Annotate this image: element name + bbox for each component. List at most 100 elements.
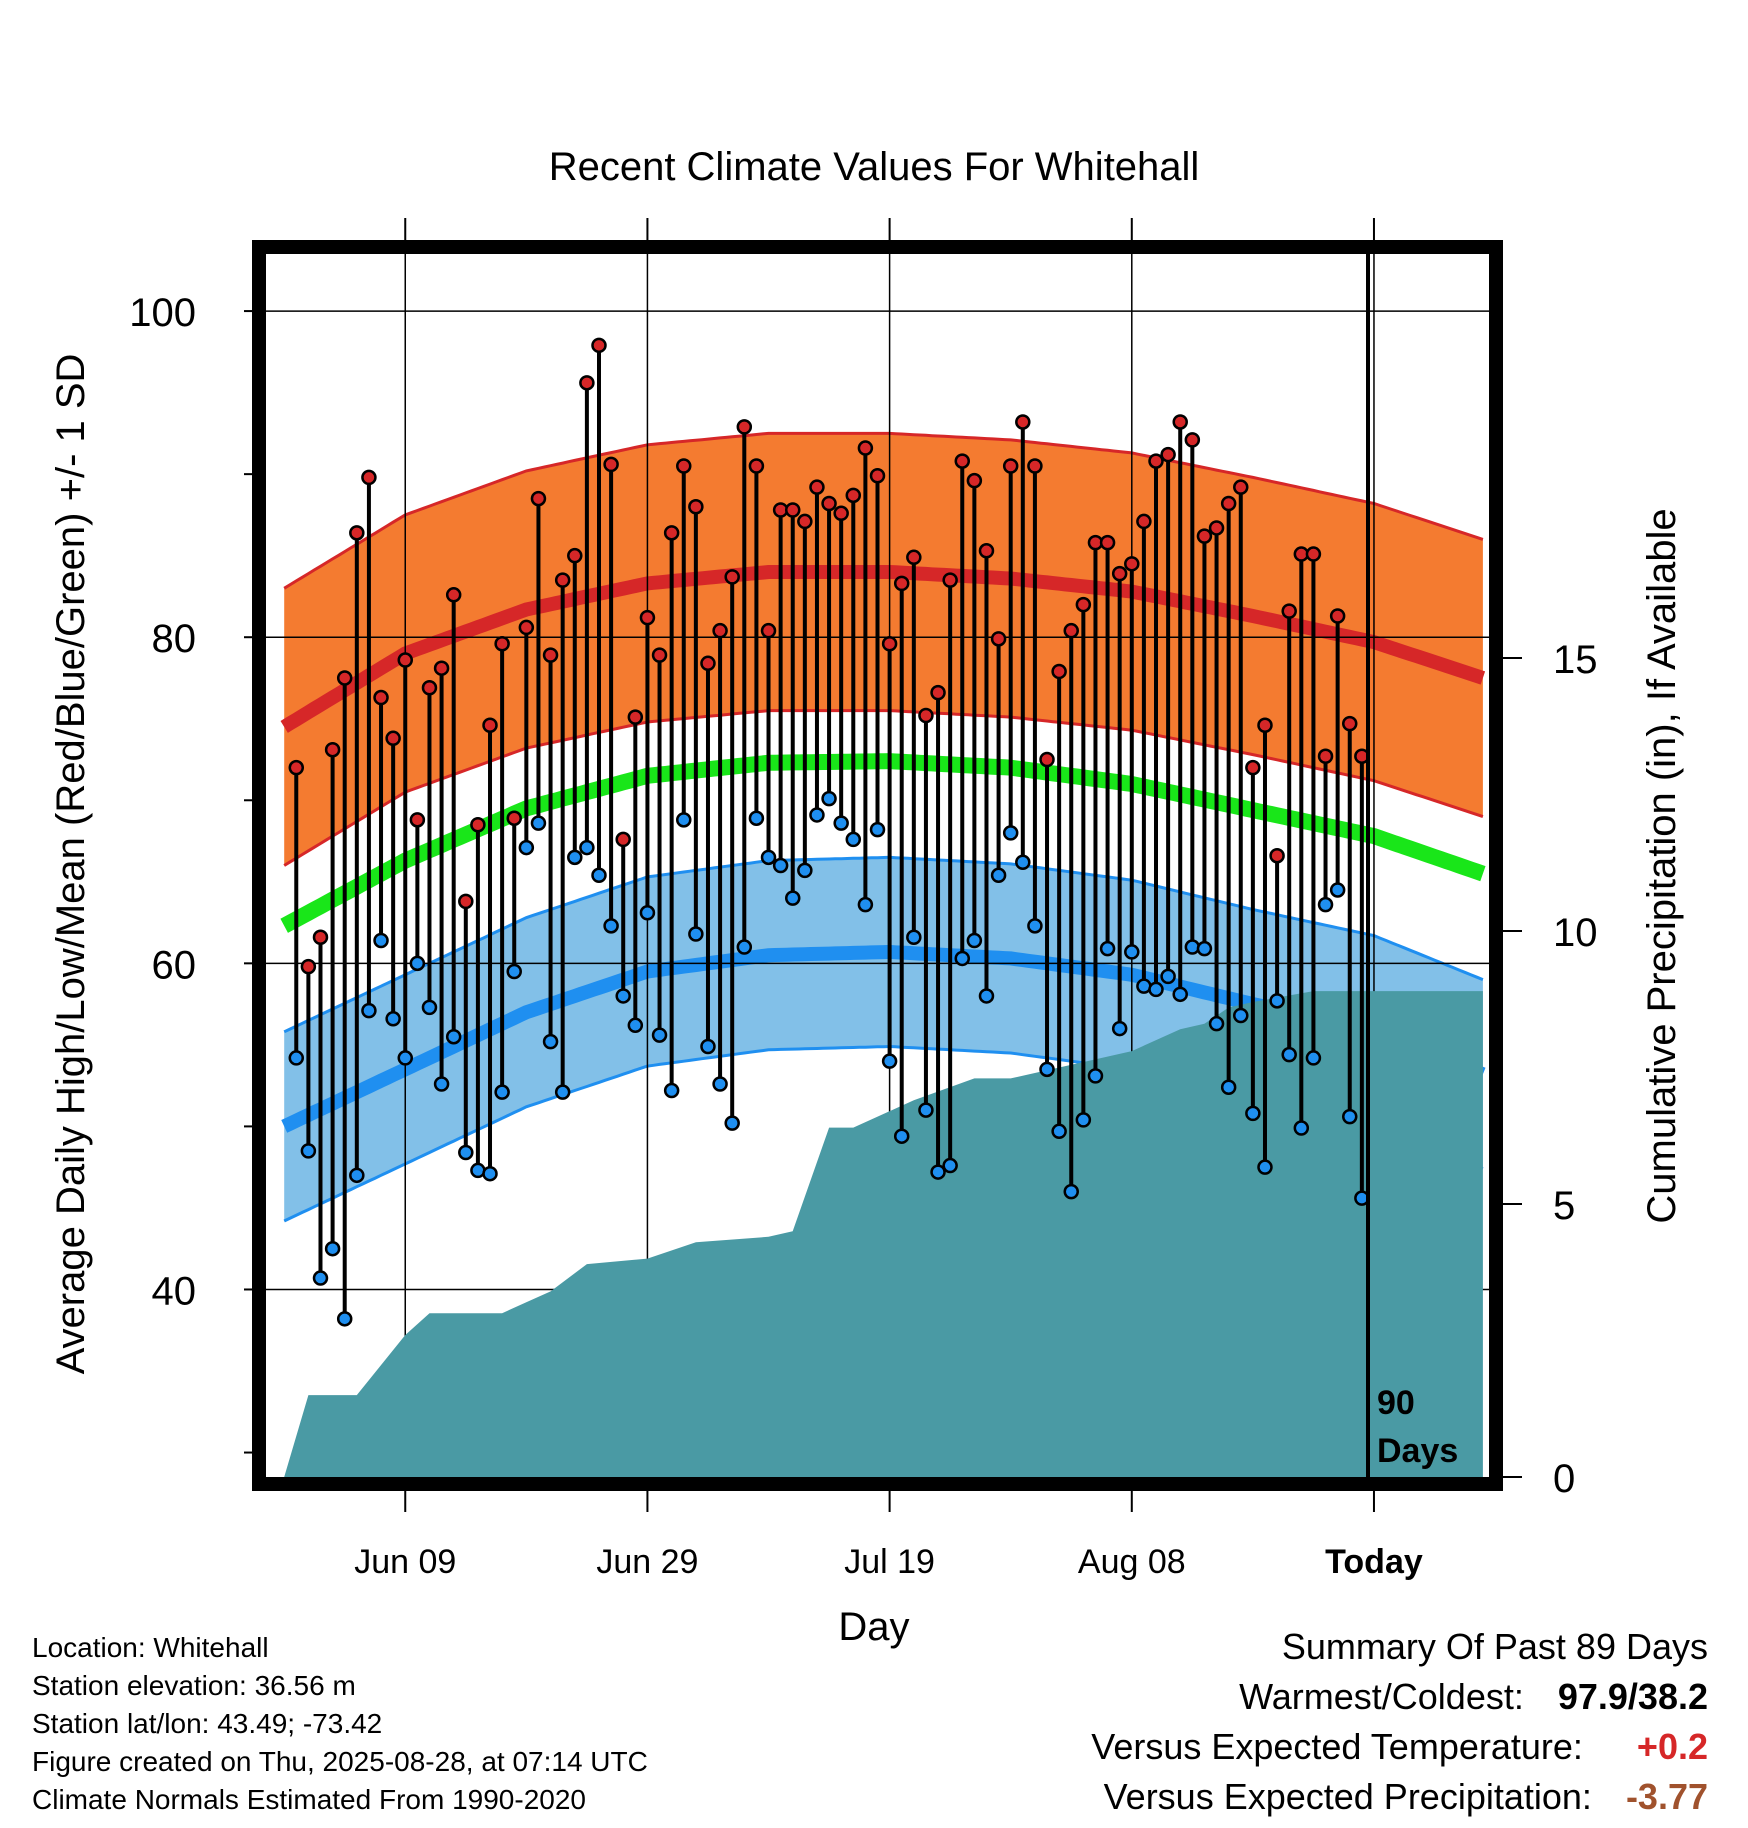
daily-low-point	[567, 849, 583, 866]
daily-high-point	[1208, 520, 1225, 536]
daily-high-point	[1233, 479, 1249, 495]
low-band-upper-edge	[283, 855, 1484, 1034]
daily-high-point	[312, 929, 329, 945]
daily-high-point	[930, 684, 946, 701]
daily-low-point	[336, 1311, 353, 1327]
daily-high-point	[1160, 446, 1176, 463]
daily-high-point	[1027, 458, 1043, 474]
daily-high-point	[1269, 847, 1285, 864]
daily-high-point	[591, 337, 607, 354]
daily-low-point	[663, 1082, 680, 1099]
daily-high-point	[1341, 715, 1358, 732]
daily-low-point	[1341, 1108, 1358, 1125]
daily-high-point	[518, 619, 535, 636]
daily-low-point	[1099, 940, 1116, 957]
summary-temp-label: Versus Expected Temperature:	[1091, 1726, 1583, 1767]
daily-high-point	[1245, 759, 1261, 776]
daily-high-point	[1015, 414, 1031, 430]
daily-low-point	[1233, 1007, 1249, 1024]
daily-low-point	[700, 1038, 716, 1055]
daily-high-point	[336, 670, 353, 686]
daily-low-point	[821, 790, 837, 807]
daily-high-point	[869, 468, 886, 484]
daily-low-point	[760, 849, 777, 866]
daily-low-point	[651, 1027, 668, 1043]
daily-high-point	[445, 587, 462, 603]
daily-low-point	[772, 857, 789, 874]
x-tick-label: Jun 09	[354, 1543, 456, 1581]
daily-low-point	[482, 1165, 498, 1182]
daily-high-point	[324, 741, 341, 758]
daily-high-point	[724, 569, 740, 585]
daily-high-point	[736, 419, 753, 435]
high-band-lower-edge	[283, 709, 1484, 867]
daily-high-point	[361, 469, 377, 486]
daily-low-point	[361, 1002, 377, 1019]
daily-low-point	[1317, 896, 1334, 913]
daily-high-point	[615, 831, 631, 848]
daily-high-point	[990, 631, 1007, 647]
daily-low-point	[930, 1164, 946, 1180]
daily-high-point	[1329, 608, 1346, 624]
plot-area: 90 Days	[252, 240, 1503, 1491]
daily-low-point	[421, 999, 438, 1016]
daily-high-point	[433, 660, 450, 676]
daily-high-point	[857, 440, 874, 456]
daily-low-point	[1111, 1020, 1128, 1037]
daily-values	[288, 337, 1370, 1327]
daily-low-point	[1002, 825, 1019, 841]
summary-panel: Summary Of Past 89 Days Warmest/Coldest:…	[1091, 1622, 1708, 1822]
daily-low-point	[1063, 1183, 1079, 1200]
summary-warm-cold-value: 97.9/38.2	[1557, 1676, 1708, 1717]
daily-low-point	[881, 1053, 898, 1069]
daily-low-point	[1087, 1068, 1104, 1084]
low-band	[284, 857, 1483, 1221]
daily-low-point	[494, 1084, 510, 1100]
daily-low-point	[1015, 854, 1031, 870]
daily-high-point	[663, 525, 680, 541]
daily-high-point	[530, 490, 547, 507]
summary-warm-cold-row: Warmest/Coldest: 97.9/38.2	[1091, 1672, 1708, 1722]
daily-high-point	[712, 622, 728, 639]
daily-high-point	[954, 453, 971, 469]
daily-high-point	[966, 472, 983, 489]
y2-tick-label: 0	[1553, 1457, 1575, 1501]
daily-low-point	[1293, 1120, 1310, 1136]
daily-low-point	[288, 1050, 305, 1066]
daily-high-point	[1039, 751, 1055, 768]
daily-low-point	[385, 1011, 401, 1027]
daily-high-point	[1148, 453, 1164, 469]
daily-low-point	[688, 926, 704, 942]
station-info: Location: Whitehall Station elevation: 3…	[32, 1629, 648, 1819]
daily-high-point	[1184, 432, 1201, 448]
daily-low-point	[869, 821, 886, 838]
daily-low-point	[530, 815, 547, 831]
summary-precip-value: -3.77	[1625, 1776, 1708, 1817]
daily-low-point	[1039, 1061, 1055, 1078]
info-location: Location: Whitehall	[32, 1632, 269, 1663]
daily-high-point	[603, 456, 619, 473]
plot-frame	[252, 240, 1503, 1491]
y-tick-label: 40	[152, 1269, 197, 1313]
daily-high-point	[494, 635, 510, 652]
daily-high-point	[1220, 495, 1237, 512]
axes: 40 60 80 100 Jun 09 Jun 29 Jul 19 Aug 08 Today 0 5…	[129, 218, 1598, 1581]
daily-low-point	[506, 963, 522, 980]
daily-high-point	[700, 655, 716, 672]
daily-high-point	[918, 707, 934, 724]
precipitation-area	[284, 991, 1483, 1477]
daily-high-point	[1124, 556, 1140, 572]
daily-low-point	[1257, 1159, 1273, 1175]
daily-high-point	[409, 812, 426, 828]
daily-low-point	[918, 1102, 934, 1118]
daily-high-point	[385, 730, 401, 747]
daily-high-point	[784, 502, 801, 518]
chart-title: Recent Climate Values For Whitehall	[549, 145, 1200, 189]
daily-low-point	[627, 1017, 644, 1034]
daily-high-point	[1317, 748, 1334, 764]
daily-low-point	[373, 932, 389, 949]
today-label-90: 90	[1377, 1384, 1415, 1422]
y2-tick-label: 15	[1553, 638, 1598, 682]
y-right-axis-label: Cumulative Precipitation (in), If Availa…	[1640, 508, 1684, 1223]
